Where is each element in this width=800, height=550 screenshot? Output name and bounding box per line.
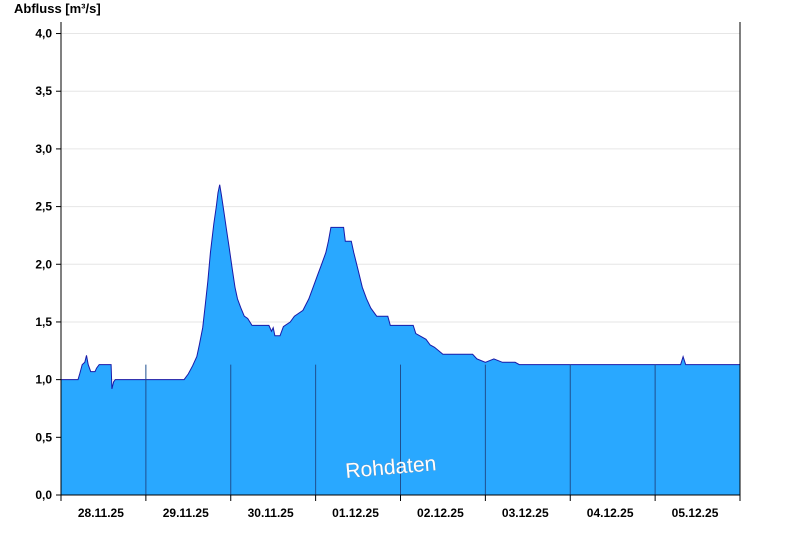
y-tick-label-0: 0,0 <box>35 488 52 502</box>
x-tick-label-4: 02.12.25 <box>417 506 464 520</box>
x-tick-label-0: 28.11.25 <box>78 506 124 520</box>
y-tick-label-7: 3,5 <box>35 84 52 98</box>
y-ticks: 0,0 0,5 1,0 1,5 2,0 2,5 3,0 3,5 4,0 <box>35 27 61 502</box>
x-tick-label-3: 01.12.25 <box>332 506 379 520</box>
y-tick-label-2: 1,0 <box>35 373 52 387</box>
y-axis-title: Abfluss [m³/s] <box>14 1 101 16</box>
x-tick-label-1: 29.11.25 <box>163 506 209 520</box>
y-tick-label-3: 1,5 <box>35 315 52 329</box>
y-tick-label-1: 0,5 <box>35 430 52 444</box>
x-tick-label-5: 03.12.25 <box>502 506 549 520</box>
x-tick-label-7: 05.12.25 <box>672 506 719 520</box>
y-tick-label-8: 4,0 <box>35 27 52 41</box>
x-ticks: 28.11.25 29.11.25 30.11.25 01.12.25 02.12.25… <box>60 495 741 520</box>
day-dividers <box>145 364 656 495</box>
x-tick-label-6: 04.12.25 <box>587 506 634 520</box>
x-tick-label-2: 30.11.25 <box>248 506 294 520</box>
y-tick-label-5: 2,5 <box>35 200 52 214</box>
y-tick-label-4: 2,0 <box>35 257 52 271</box>
y-tick-label-6: 3,0 <box>35 142 52 156</box>
series-line-0 <box>61 184 740 390</box>
